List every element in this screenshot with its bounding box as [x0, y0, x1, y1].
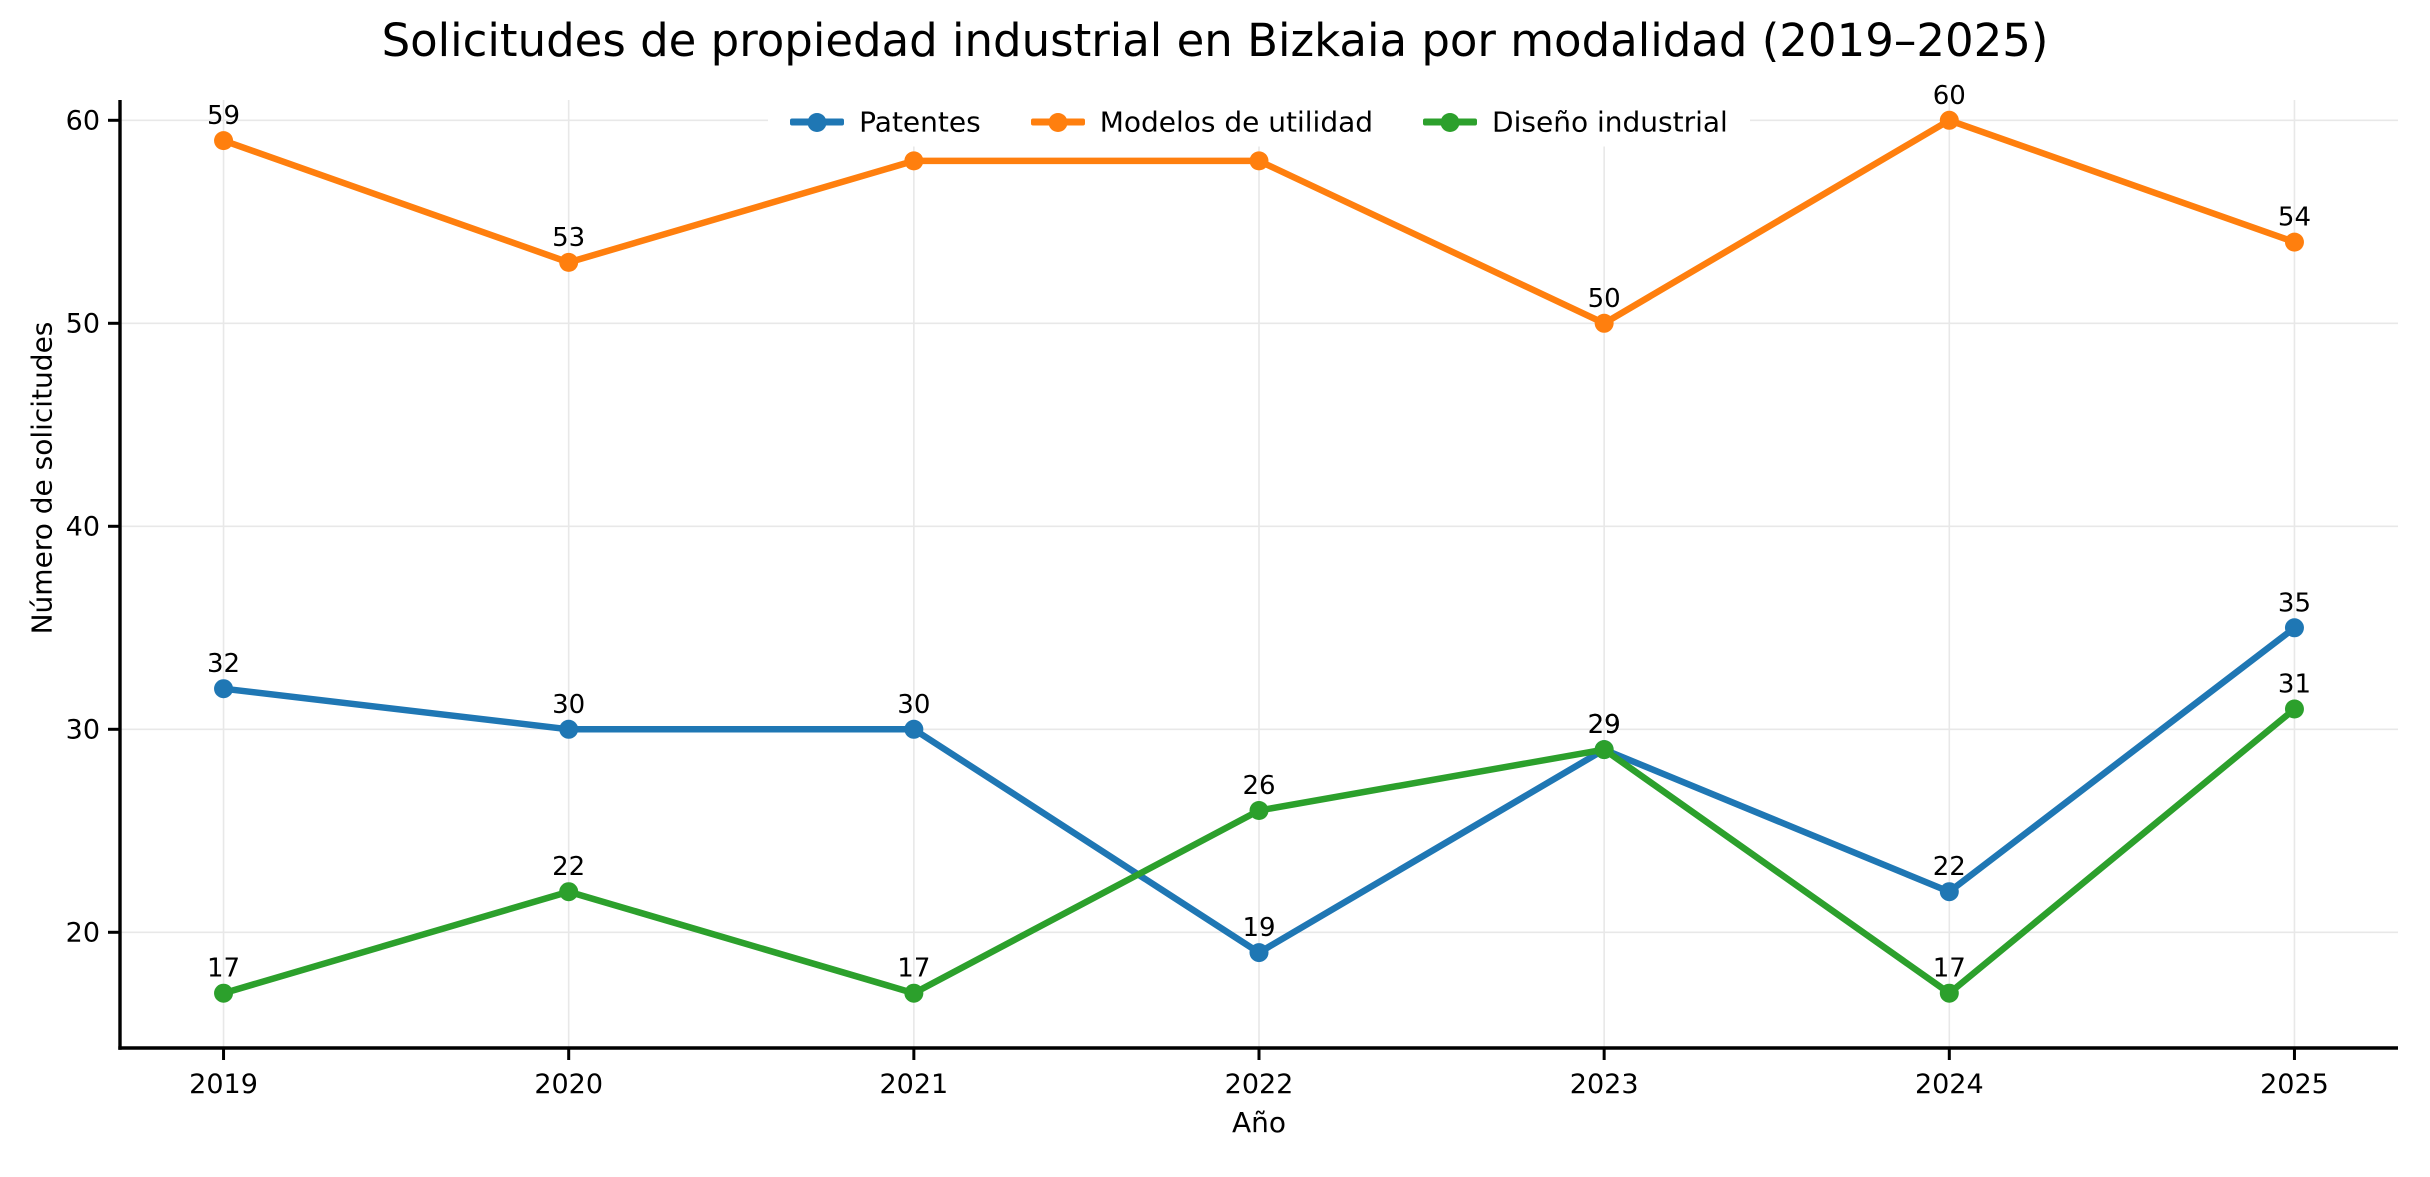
- legend-line-marker-modelos-de-utilidad: [1030, 112, 1085, 132]
- x-tick-label-2022: 2022: [1225, 1069, 1294, 1100]
- y-tick-label-60: 60: [66, 105, 100, 136]
- data-label-diseno-industrial-2021: 17: [897, 954, 930, 984]
- legend: Patentes Modelos de utilidad Diseño indu…: [120, 97, 2398, 171]
- y-tick-label-50: 50: [66, 308, 100, 339]
- x-tick-label-2019: 2019: [189, 1069, 258, 1100]
- data-label-modelos-de-utilidad-2020: 53: [552, 223, 585, 253]
- legend-line-marker-diseno-industrial: [1423, 112, 1478, 132]
- data-label-patentes-2019: 32: [207, 649, 240, 679]
- data-point-modelos-de-utilidad-2019: [214, 131, 234, 151]
- data-point-patentes-2024: [1939, 882, 1959, 902]
- x-axis-label: Año: [1231, 1106, 1287, 1139]
- data-label-modelos-de-utilidad-2019: 59: [207, 101, 240, 131]
- legend-dot-icon: [807, 112, 827, 132]
- data-point-patentes-2022: [1249, 943, 1269, 963]
- legend-item-diseno-industrial: Diseño industrial: [1423, 106, 1728, 139]
- data-point-diseno-industrial-2024: [1939, 983, 1959, 1003]
- data-point-diseno-industrial-2022: [1249, 800, 1269, 820]
- data-label-patentes-2024: 22: [1933, 852, 1966, 882]
- legend-box: Patentes Modelos de utilidad Diseño indu…: [768, 97, 1750, 147]
- chart-title: Solicitudes de propiedad industrial en B…: [381, 14, 2049, 67]
- data-label-modelos-de-utilidad-2024: 60: [1933, 81, 1966, 111]
- data-point-diseno-industrial-2019: [214, 983, 234, 1003]
- data-label-diseno-industrial-2024: 17: [1933, 954, 1966, 984]
- legend-line-marker-patentes: [790, 112, 845, 132]
- x-tick-label-2025: 2025: [2260, 1069, 2329, 1100]
- data-point-patentes-2025: [2284, 618, 2304, 638]
- data-point-patentes-2020: [559, 719, 579, 739]
- data-label-patentes-2022: 19: [1242, 913, 1275, 943]
- data-label-diseno-industrial-2025: 31: [2278, 669, 2311, 699]
- data-point-patentes-2019: [214, 679, 234, 699]
- data-point-diseno-industrial-2025: [2284, 699, 2304, 719]
- data-label-patentes-2023: 29: [1588, 710, 1621, 740]
- x-tick-label-2023: 2023: [1570, 1069, 1639, 1100]
- data-point-modelos-de-utilidad-2025: [2284, 232, 2304, 252]
- legend-item-patentes: Patentes: [790, 106, 981, 139]
- y-tick-label-40: 40: [66, 511, 100, 542]
- y-tick-label-20: 20: [66, 917, 100, 948]
- x-tick-label-2020: 2020: [534, 1069, 603, 1100]
- data-label-patentes-2025: 35: [2278, 588, 2311, 618]
- data-label-diseno-industrial-2022: 26: [1242, 771, 1275, 801]
- legend-item-modelos-de-utilidad: Modelos de utilidad: [1030, 105, 1374, 139]
- legend-label-patentes: Patentes: [859, 105, 981, 139]
- data-label-diseno-industrial-2019: 17: [207, 954, 240, 984]
- x-tick-label-2021: 2021: [879, 1069, 948, 1100]
- y-tick-label-30: 30: [66, 714, 100, 745]
- data-label-patentes-2020: 30: [552, 690, 585, 720]
- data-point-modelos-de-utilidad-2023: [1594, 313, 1614, 333]
- legend-label-modelos-de-utilidad: Modelos de utilidad: [1099, 105, 1374, 139]
- data-point-diseno-industrial-2020: [559, 882, 579, 902]
- data-label-diseno-industrial-2023: 29: [1588, 710, 1621, 740]
- legend-dot-icon: [1048, 112, 1068, 132]
- data-label-modelos-de-utilidad-2025: 54: [2278, 203, 2311, 233]
- data-point-modelos-de-utilidad-2021: [904, 151, 924, 171]
- legend-dot-icon: [1440, 112, 1460, 132]
- data-label-modelos-de-utilidad-2023: 50: [1588, 284, 1621, 314]
- data-point-diseno-industrial-2021: [904, 983, 924, 1003]
- x-tick-label-2024: 2024: [1915, 1069, 1984, 1100]
- data-point-modelos-de-utilidad-2024: [1939, 110, 1959, 130]
- data-point-diseno-industrial-2023: [1594, 740, 1614, 760]
- y-axis-label: Número de solicitudes: [25, 321, 59, 635]
- data-point-patentes-2021: [904, 719, 924, 739]
- legend-label-diseno-industrial: Diseño industrial: [1492, 105, 1728, 139]
- data-label-diseno-industrial-2020: 22: [552, 852, 585, 882]
- data-point-modelos-de-utilidad-2020: [559, 252, 579, 272]
- data-label-patentes-2021: 30: [897, 690, 930, 720]
- data-point-modelos-de-utilidad-2022: [1249, 151, 1269, 171]
